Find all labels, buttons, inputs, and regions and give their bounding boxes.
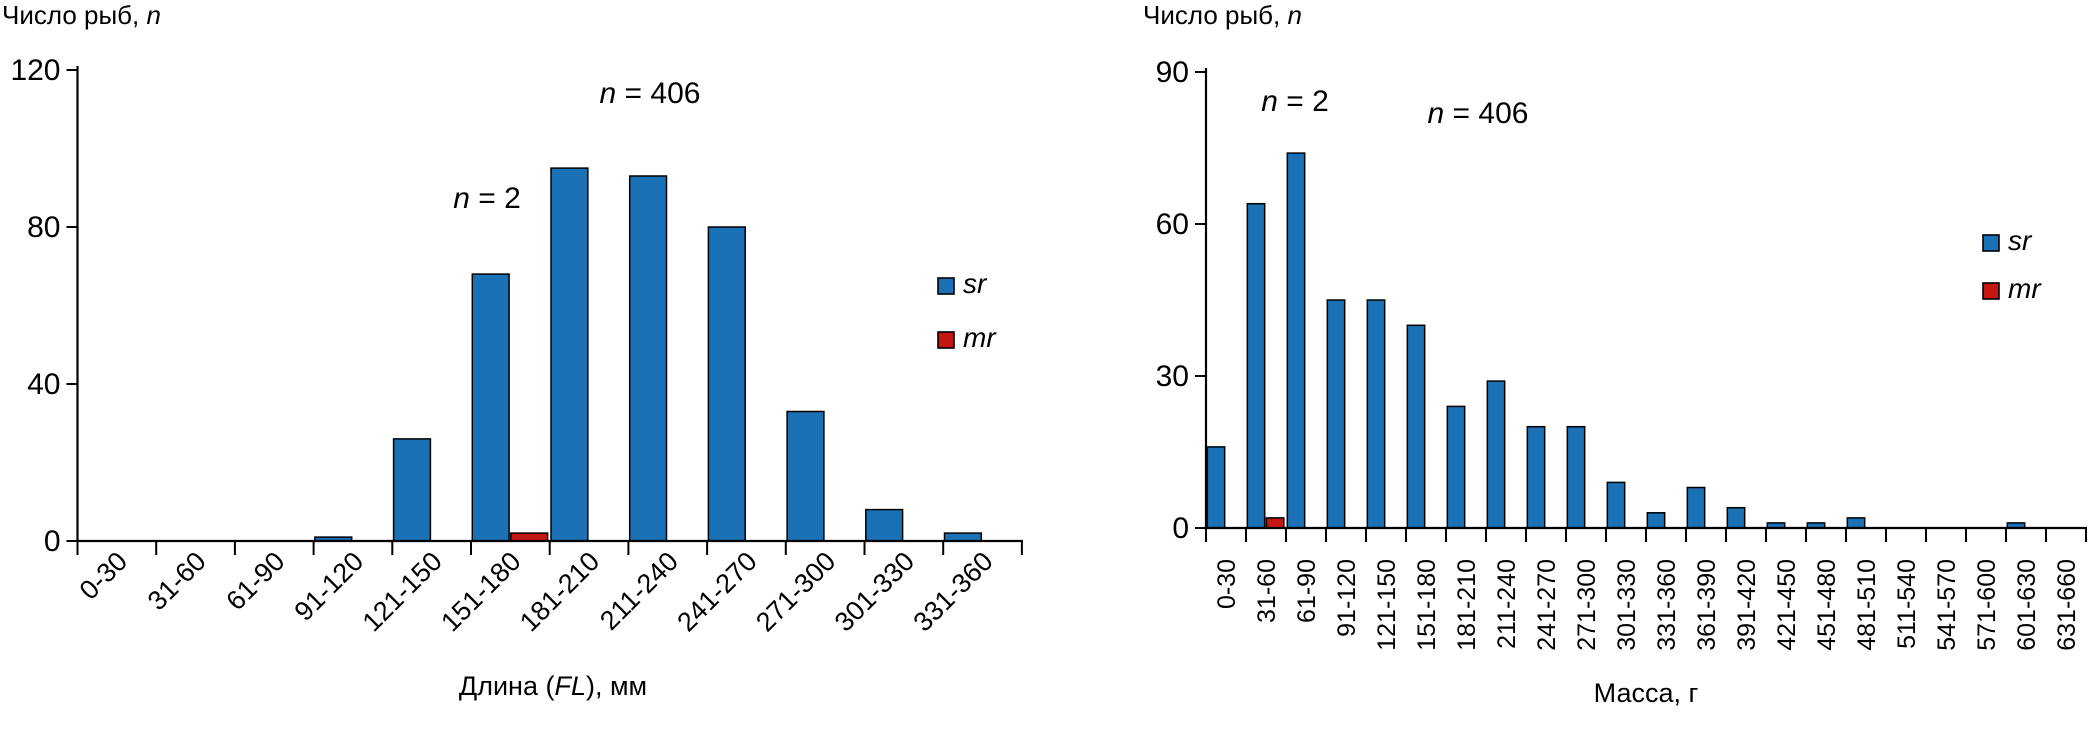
x-tick-label: 31-60 [142,546,212,616]
x-tick-label: 211-240 [594,546,684,636]
bar-sr-241-270 [707,226,746,542]
legend-swatch-mr [937,331,955,349]
legend-label-sr: sr [963,268,988,299]
x-tick-label: 151-180 [1413,559,1441,651]
x-tick-label: 511-540 [1893,559,1921,649]
x-tick-label: 121-150 [357,546,448,637]
legend-label-mr: mr [2008,273,2042,304]
bar-sr-211-240 [1486,380,1506,529]
x-tick-label: 0-30 [1213,559,1241,609]
bar-sr-211-240 [628,175,668,542]
bar-sr-331-360 [1646,512,1666,529]
y-tick-label: 40 [27,368,60,401]
annotation-n-sr: n = 406 [600,77,701,110]
legend-label-sr: sr [2008,225,2033,256]
x-tick-label: 451-480 [1813,559,1841,651]
x-tick-label: 241-270 [1533,559,1561,651]
x-axis-title: Длина (FL), мм [459,671,647,701]
bar-sr-391-420 [1726,506,1746,529]
bar-sr-121-150 [1366,299,1386,529]
bar-sr-301-330 [865,508,904,542]
bar-sr-151-180 [471,273,510,542]
bar-sr-331-360 [943,532,983,542]
legend-swatch-sr [1982,234,2000,252]
chart-mass-distribution: 0 30 60 90 0-30 31-60 61-90 91-120 121-150 151-18… [1143,0,2087,708]
x-tick-label: 151-180 [435,546,526,637]
x-tick-label: 211-240 [1493,559,1521,649]
y-tick-label: 30 [1156,360,1189,393]
x-tick-label: 301-330 [829,546,920,637]
x-tick-label: 61-90 [1293,559,1321,623]
x-tick-label: 331-360 [1653,559,1681,651]
y-tick-label: 90 [1156,56,1189,89]
annotation-n-sr: n = 406 [1428,97,1529,130]
x-tick-label: 0-30 [74,546,133,605]
x-tick-label: 631-660 [2053,559,2081,651]
x-tick-label: 61-90 [220,546,290,616]
bar-sr-301-330 [1606,481,1626,529]
x-tick-label: 331-360 [908,546,999,637]
x-tick-label: 121-150 [1373,559,1401,651]
x-tick-label: 91-120 [1333,559,1361,637]
y-tick-label: 80 [27,211,60,244]
y-tick-label: 0 [44,525,61,558]
bar-sr-361-390 [1686,486,1706,529]
x-tick-label: 301-330 [1613,559,1641,651]
legend-label-mr: mr [963,322,997,353]
x-tick-label: 181-210 [514,546,605,637]
bar-sr-271-300 [1566,425,1586,529]
bar-sr-0-30 [1206,446,1226,529]
y-tick-label: 120 [10,54,60,87]
x-tick-label: 181-210 [1453,559,1481,651]
x-tick-label: 571-600 [1973,559,2001,651]
y-tick-label: 60 [1156,208,1189,241]
bar-sr-121-150 [392,438,432,542]
y-tick-label: 0 [1172,512,1189,545]
legend-swatch-sr [937,277,955,295]
legend-swatch-mr [1982,282,2000,300]
x-tick-label: 31-60 [1253,559,1281,623]
x-tick-label: 271-300 [750,546,841,637]
bar-sr-181-210 [1446,405,1466,529]
y-axis-title: Число рыб, n [2,0,161,30]
bar-sr-61-90 [1286,152,1306,529]
x-tick-label: 601-630 [2013,559,2041,651]
annotation-n-mr: n = 2 [453,182,521,215]
bar-sr-91-120 [1326,299,1346,529]
y-axis-title: Число рыб, n [1143,0,1302,30]
x-tick-label: 391-420 [1733,559,1761,651]
x-tick-label: 481-510 [1853,559,1881,651]
x-tick-label: 421-450 [1773,559,1801,651]
x-tick-label: 361-390 [1693,559,1721,651]
bar-sr-151-180 [1406,324,1426,529]
x-tick-label: 241-270 [671,546,762,637]
bar-sr-271-300 [786,410,825,542]
bar-mr-31-60 [1265,517,1285,529]
bar-sr-241-270 [1526,425,1546,529]
x-axis-title: Масса, г [1594,678,1699,708]
x-tick-label: 271-300 [1573,559,1601,651]
x-tick-label: 541-570 [1933,559,1961,651]
bar-mr-151-180 [510,532,549,542]
bar-sr-181-210 [550,167,589,542]
annotation-n-mr: n = 2 [1261,85,1329,118]
bar-sr-481-510 [1846,517,1866,529]
bar-sr-31-60 [1246,202,1266,529]
